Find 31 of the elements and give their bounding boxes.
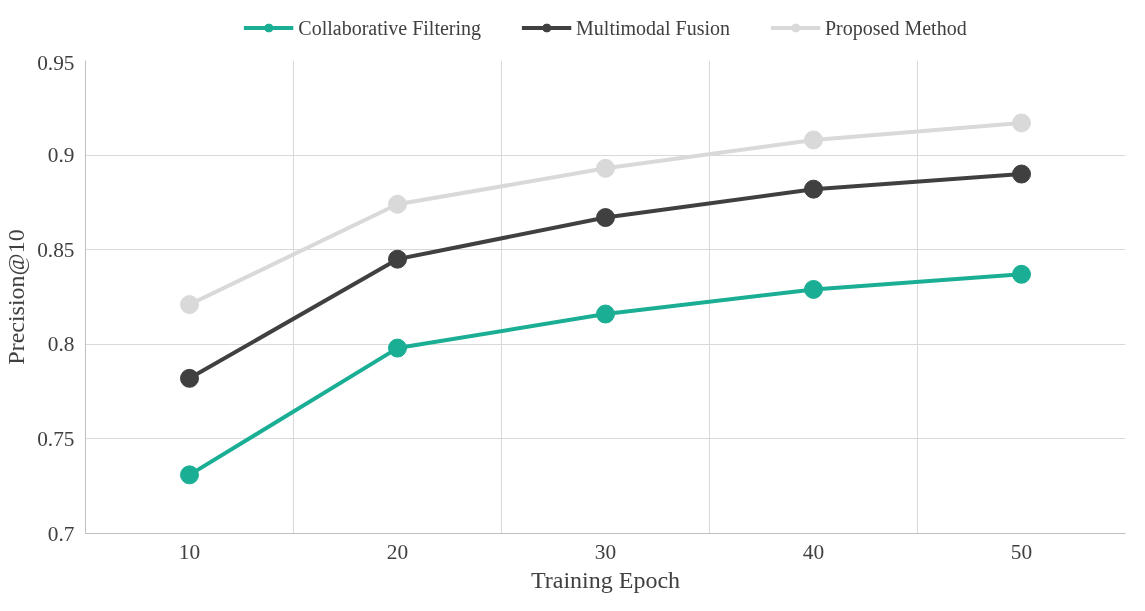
y-tick-label: 0.95: [37, 50, 75, 75]
point: [596, 158, 615, 178]
x-tick-label: 10: [178, 539, 201, 564]
x-tick-label: 30: [594, 539, 617, 564]
legend-label: Multimodal Fusion: [576, 16, 730, 39]
point: [804, 179, 823, 199]
y-tick-label: 0.7: [47, 521, 75, 546]
point: [1012, 264, 1031, 284]
legend-label: Collaborative Filtering: [298, 16, 482, 39]
y-tick-label: 0.9: [47, 143, 75, 168]
y-axis-title: Precision@10: [3, 229, 30, 365]
point: [388, 249, 407, 269]
point: [596, 208, 615, 228]
point: [180, 465, 199, 485]
x-tick-label: 20: [386, 539, 409, 564]
point: [180, 368, 199, 388]
point: [804, 279, 823, 299]
y-tick-label: 0.8: [47, 332, 75, 357]
x-tick-label: 40: [802, 539, 825, 564]
point: [1012, 164, 1031, 184]
point: [180, 295, 199, 315]
x-tick-label: 50: [1010, 539, 1033, 564]
point: [388, 194, 407, 214]
y-tick-label: 0.85: [37, 237, 75, 262]
point: [596, 304, 615, 324]
point: [1012, 113, 1031, 133]
point: [804, 130, 823, 150]
x-axis-title: Training Epoch: [530, 566, 681, 593]
legend-label: Proposed Method: [824, 16, 967, 39]
y-tick-label: 0.75: [37, 426, 75, 451]
point: [388, 338, 407, 358]
